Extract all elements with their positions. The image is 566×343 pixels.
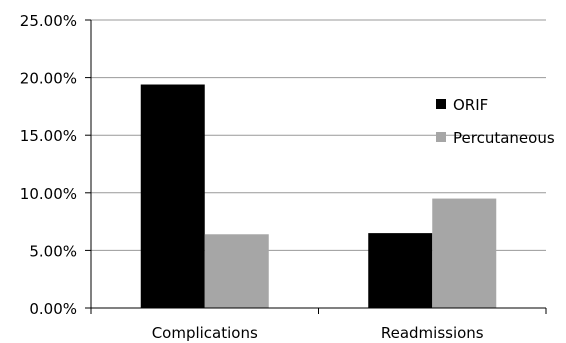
x-axis-ticks: Complications Readmissions xyxy=(90,308,547,342)
bar-percutaneous-complications xyxy=(204,234,269,308)
bar-orif-readmissions xyxy=(368,233,433,308)
legend-label-percutaneous: Percutaneous xyxy=(453,129,555,147)
legend-label-orif: ORIF xyxy=(453,96,488,114)
y-tick-label: 10.00% xyxy=(20,185,77,203)
x-tick-label: Readmissions xyxy=(381,324,484,342)
x-tick-label: Complications xyxy=(152,324,258,342)
y-tick-label: 15.00% xyxy=(20,127,77,145)
bars xyxy=(140,84,497,309)
bar-percutaneous-readmissions xyxy=(432,198,497,308)
legend-swatch-percutaneous xyxy=(436,132,446,142)
bar-orif-complications xyxy=(140,84,205,309)
y-tick-label: 25.00% xyxy=(20,12,77,30)
y-tick-label: 20.00% xyxy=(20,70,77,88)
legend-swatch-orif xyxy=(436,99,446,109)
y-tick-label: 0.00% xyxy=(29,300,77,318)
y-axis-ticks: 0.00% 5.00% 10.00% 15.00% 20.00% 25.00% xyxy=(20,12,91,318)
legend: ORIF Percutaneous xyxy=(436,96,555,147)
y-tick-label: 5.00% xyxy=(29,242,77,260)
